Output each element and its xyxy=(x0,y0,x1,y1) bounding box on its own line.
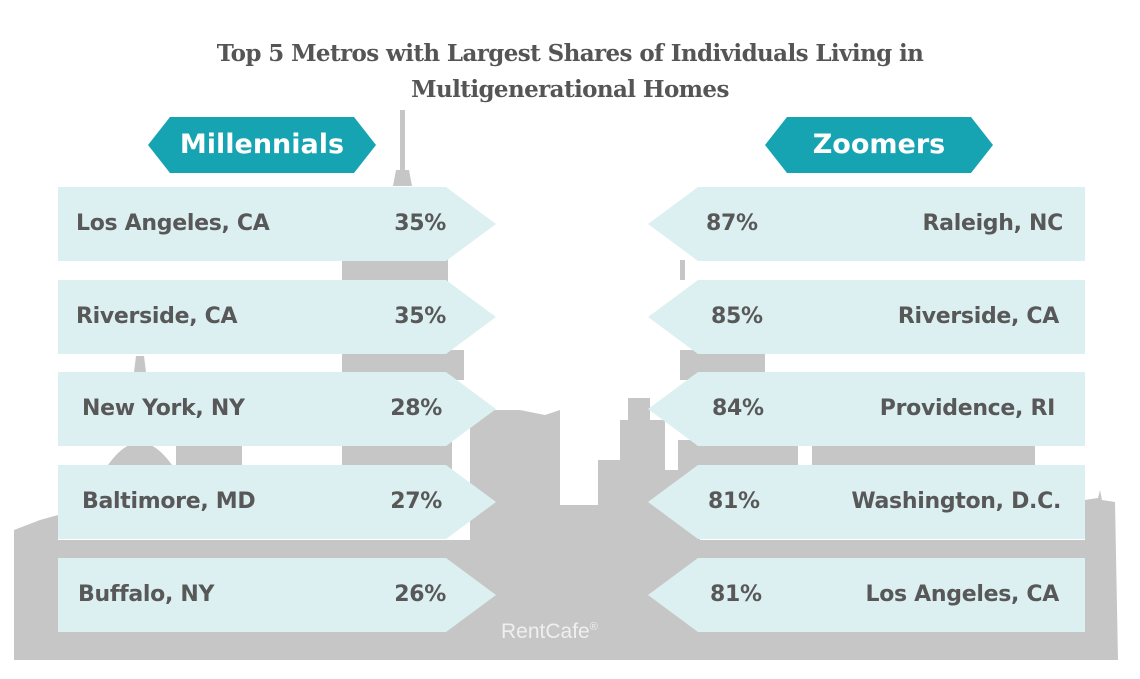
zoomers-label: Zoomers xyxy=(812,129,946,160)
zoomers-row: 84% Providence, RI xyxy=(648,372,1085,446)
metro-share: 26% xyxy=(394,582,446,607)
metro-name: Los Angeles, CA xyxy=(865,582,1060,607)
zoomers-row: 81% Los Angeles, CA xyxy=(648,558,1085,632)
right-arrow-shape xyxy=(58,280,496,354)
metro-name: Raleigh, NC xyxy=(922,211,1064,236)
right-arrow-shape xyxy=(58,187,496,261)
metro-name: New York, NY xyxy=(82,396,245,421)
zoomers-header-tag: Zoomers xyxy=(765,117,993,173)
metro-share: 28% xyxy=(390,396,442,421)
zoomers-row: 85% Riverside, CA xyxy=(648,280,1085,354)
chart-title: Top 5 Metros with Largest Shares of Indi… xyxy=(0,36,1140,108)
millennials-row: Baltimore, MD 27% xyxy=(58,465,496,539)
millennials-row: Riverside, CA 35% xyxy=(58,280,496,354)
right-arrow-shape xyxy=(58,558,496,632)
metro-name: Los Angeles, CA xyxy=(76,211,270,236)
metro-name: Buffalo, NY xyxy=(78,582,215,607)
chart-title-line2: Multigenerational Homes xyxy=(411,76,729,103)
chart-title-line1: Top 5 Metros with Largest Shares of Indi… xyxy=(216,40,924,67)
right-arrow-shape xyxy=(58,465,496,539)
millennials-row: Buffalo, NY 26% xyxy=(58,558,496,632)
millennials-row: Los Angeles, CA 35% xyxy=(58,187,496,261)
left-arrow-shape xyxy=(648,187,1085,261)
rentcafe-logo: RentCafe® xyxy=(501,620,598,644)
metro-name: Baltimore, MD xyxy=(82,489,256,514)
metro-name: Providence, RI xyxy=(879,396,1056,421)
metro-share: 81% xyxy=(708,489,760,514)
millennials-label: Millennials xyxy=(179,129,345,160)
millennials-header-tag: Millennials xyxy=(148,117,376,173)
metro-share: 85% xyxy=(711,304,763,329)
left-arrow-shape xyxy=(648,280,1085,354)
left-arrow-shape xyxy=(648,372,1085,446)
hexagon-tag-shape xyxy=(148,117,376,173)
right-arrow-shape xyxy=(58,372,496,446)
millennials-row: New York, NY 28% xyxy=(58,372,496,446)
registered-mark: ® xyxy=(589,621,598,633)
zoomers-row: 81% Washington, D.C. xyxy=(648,465,1085,539)
hexagon-tag-shape xyxy=(765,117,993,173)
zoomers-row: 87% Raleigh, NC xyxy=(648,187,1085,261)
metro-name: Riverside, CA xyxy=(897,304,1059,329)
metro-share: 81% xyxy=(710,582,762,607)
metro-share: 87% xyxy=(706,211,758,236)
metro-share: 35% xyxy=(394,211,446,236)
brand-text: RentCafe xyxy=(501,620,590,643)
metro-name: Washington, D.C. xyxy=(851,489,1061,514)
left-arrow-shape xyxy=(648,558,1085,632)
metro-share: 27% xyxy=(390,489,442,514)
left-arrow-shape xyxy=(648,465,1085,539)
metro-share: 35% xyxy=(394,304,446,329)
metro-share: 84% xyxy=(712,396,764,421)
metro-name: Riverside, CA xyxy=(76,304,238,329)
